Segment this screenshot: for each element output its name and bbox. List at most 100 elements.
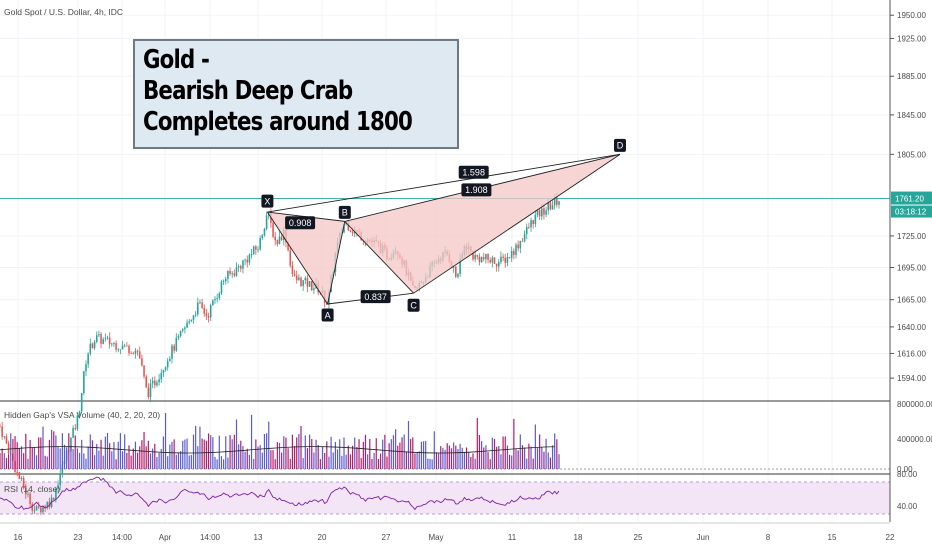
candle-body [160, 372, 163, 380]
volume-bar [171, 441, 173, 469]
volume-bar [496, 446, 498, 469]
volume-bar [459, 443, 461, 469]
volume-bar [444, 449, 446, 469]
candle-body [300, 277, 302, 287]
symbol-legend[interactable]: Gold Spot / U.S. Dollar, 4h, IDC [4, 7, 124, 17]
rsi-legend[interactable]: RSI (14, close) [4, 484, 61, 494]
candle-body [214, 299, 216, 301]
candle-body [502, 256, 504, 258]
volume-bar [485, 445, 487, 469]
pattern-point-x-bg [261, 194, 274, 208]
volume-bar [412, 437, 414, 469]
price-tick-label: 1640.00 [897, 323, 926, 332]
volume-bar [263, 434, 266, 469]
candle-body [106, 337, 109, 339]
pattern-ratio-text: 0.837 [364, 292, 387, 302]
pattern-ratio: 0.908 [285, 216, 316, 230]
harmonic-pattern[interactable]: X A B C D 0.908 0.837 1.908 1.598 [261, 138, 626, 322]
volume-bar [457, 449, 459, 469]
candle-body [31, 503, 34, 511]
volume-bar [184, 439, 186, 469]
price-tick-label: 1925.00 [897, 34, 926, 43]
volume-bar [446, 443, 448, 469]
candle-body [184, 327, 186, 330]
candle-body [209, 305, 212, 318]
pattern-ratio: 1.598 [458, 165, 489, 179]
candle-body [199, 302, 201, 304]
volume-bar [278, 442, 281, 469]
volume-bar [545, 438, 547, 469]
candle-body [547, 202, 550, 211]
time-tick-label: 23 [74, 533, 83, 542]
candle-body [181, 329, 184, 331]
candle-body [59, 474, 61, 486]
candle-body [136, 350, 139, 352]
volume-legend[interactable]: Hidden Gap's VSA Volume (40, 2, 20, 20) [4, 410, 161, 420]
volume-bar [397, 445, 399, 469]
candle-body [72, 428, 74, 438]
countdown-badge [891, 205, 932, 218]
volume-bar [63, 444, 66, 469]
volume-bar [521, 445, 524, 469]
volume-bar [244, 451, 246, 469]
volume-bar [500, 454, 502, 469]
candle-body [186, 322, 188, 328]
volume-bar [453, 442, 455, 469]
volume-bar [304, 435, 306, 469]
volume-bar [291, 434, 293, 469]
candle-body [250, 254, 253, 255]
candle-body [274, 236, 276, 241]
time-tick-label: 15 [828, 533, 837, 542]
volume-bar [253, 458, 255, 469]
volume-bar [508, 454, 511, 469]
volume-bar [276, 442, 278, 469]
candle-body [156, 382, 158, 386]
volume-bar [199, 426, 201, 469]
volume-bar [435, 452, 438, 469]
candle-body [517, 244, 519, 249]
candle-body [523, 234, 526, 242]
volume-bar [27, 458, 29, 469]
volume-bar [53, 431, 55, 469]
countdown-value: 03:18:12 [895, 208, 927, 217]
candle-body [246, 259, 249, 263]
volume-bar [59, 448, 61, 469]
candle-body [543, 208, 545, 215]
time-tick-label: 14:00 [112, 533, 133, 542]
volume-bar [536, 448, 539, 469]
candle-body [190, 320, 193, 322]
rsi-tick-label: 80.00 [897, 470, 918, 479]
last-price-badge [891, 191, 932, 205]
candle-body [44, 506, 46, 508]
volume-bar [493, 438, 496, 469]
volume-bar [227, 457, 229, 469]
volume-bar [18, 448, 20, 469]
rsi-tick-label: 40.00 [897, 502, 918, 511]
volume-bar [517, 450, 519, 469]
candle-body [123, 345, 126, 347]
volume-bar [343, 437, 345, 469]
volume-bar [85, 458, 87, 469]
candle-body [510, 250, 513, 258]
candle-body [115, 343, 117, 350]
pattern-point-a: A [321, 308, 334, 322]
volume-bar [192, 434, 195, 469]
price-tick-label: 1594.00 [897, 374, 926, 383]
volume-bar [468, 452, 470, 469]
volume-bar [119, 433, 121, 469]
volume-bar [298, 433, 300, 469]
candle-body [295, 275, 298, 281]
volume-bar [98, 450, 100, 469]
volume-bar [220, 456, 223, 469]
candle-body [536, 210, 539, 215]
volume-bar [317, 444, 319, 469]
volume-bar [373, 452, 375, 469]
volume-bar [511, 455, 513, 469]
annotation-box[interactable]: Gold - Bearish Deep Crab Completes aroun… [133, 39, 459, 149]
candle-body [119, 349, 122, 351]
pattern-ratio-bg [360, 290, 391, 304]
candle-body [515, 244, 517, 255]
volume-bar [167, 456, 169, 469]
volume-bar [425, 441, 427, 469]
